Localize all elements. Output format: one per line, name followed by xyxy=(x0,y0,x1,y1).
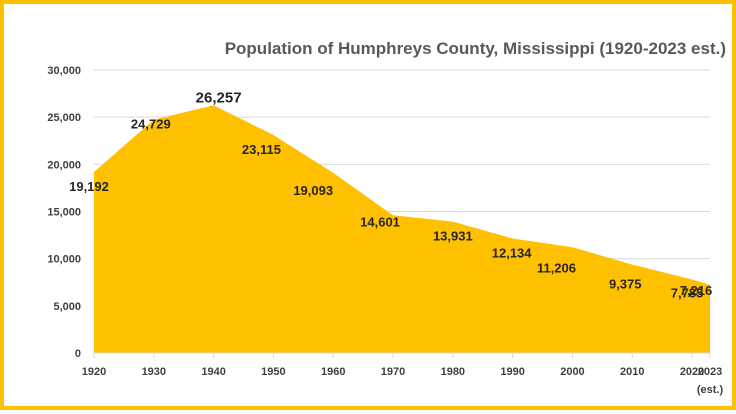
data-label: 23,115 xyxy=(242,142,281,157)
y-tick-label: 5,000 xyxy=(53,301,81,313)
data-label: 13,931 xyxy=(433,229,473,244)
data-label: 19,093 xyxy=(293,183,333,198)
x-tick-label: 1920 xyxy=(82,366,106,378)
data-label: 7,785 xyxy=(671,286,704,301)
y-tick-label: 30,000 xyxy=(47,65,81,77)
y-tick-label: 20,000 xyxy=(47,159,81,171)
data-label: 11,206 xyxy=(537,260,576,275)
x-tick-label: 1960 xyxy=(321,366,345,378)
data-label: 9,375 xyxy=(609,277,642,292)
x-tick-label: 1950 xyxy=(261,366,285,378)
y-tick-label: 15,000 xyxy=(47,207,81,219)
area-series xyxy=(94,105,710,354)
x-tick-label: 2020 xyxy=(680,366,704,378)
x-tick-sublabel: (est.) xyxy=(697,384,724,396)
data-labels: 19,192 24,729 26,257 23,115 19,093 14,601 13,9… xyxy=(69,89,712,300)
area-chart: 0 5,000 10,000 15,000 20,000 25,000 30,000 1920… xyxy=(47,39,726,396)
population-area xyxy=(94,105,710,354)
data-label: 19,192 xyxy=(69,179,109,194)
data-label: 14,601 xyxy=(360,214,400,229)
x-tick-label: 2010 xyxy=(620,366,644,378)
axes: 0 5,000 10,000 15,000 20,000 25,000 30,000 1920… xyxy=(47,65,723,396)
data-label: 24,729 xyxy=(131,117,171,132)
data-label: 7,216 xyxy=(680,283,713,298)
y-tick-label: 10,000 xyxy=(47,254,81,266)
y-tick-label: 0 xyxy=(75,348,81,360)
x-tick-label: 1980 xyxy=(441,366,465,378)
chart-title: Population of Humphreys County, Mississi… xyxy=(225,39,726,58)
x-tick-label: 1990 xyxy=(500,366,524,378)
x-tick-label: 1940 xyxy=(201,366,225,378)
data-label: 12,134 xyxy=(492,246,533,261)
x-tick-label: 1930 xyxy=(142,366,166,378)
x-tick-label: 2023 xyxy=(698,366,722,378)
data-label: 26,257 xyxy=(196,89,242,106)
x-tick-label: 1970 xyxy=(381,366,405,378)
y-tick-label: 25,000 xyxy=(47,112,81,124)
x-tick-label: 2000 xyxy=(560,366,584,378)
